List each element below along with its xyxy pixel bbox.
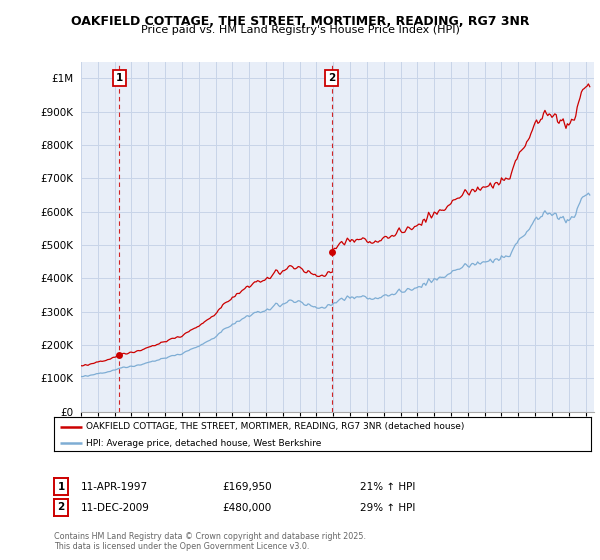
Text: £169,950: £169,950	[222, 482, 272, 492]
Text: £480,000: £480,000	[222, 503, 271, 513]
Text: Contains HM Land Registry data © Crown copyright and database right 2025.
This d: Contains HM Land Registry data © Crown c…	[54, 532, 366, 552]
Text: 1: 1	[58, 482, 65, 492]
Text: 1: 1	[116, 73, 123, 83]
Text: OAKFIELD COTTAGE, THE STREET, MORTIMER, READING, RG7 3NR (detached house): OAKFIELD COTTAGE, THE STREET, MORTIMER, …	[86, 422, 464, 431]
Text: OAKFIELD COTTAGE, THE STREET, MORTIMER, READING, RG7 3NR: OAKFIELD COTTAGE, THE STREET, MORTIMER, …	[71, 15, 529, 27]
Text: Price paid vs. HM Land Registry's House Price Index (HPI): Price paid vs. HM Land Registry's House …	[140, 25, 460, 35]
Text: HPI: Average price, detached house, West Berkshire: HPI: Average price, detached house, West…	[86, 439, 322, 448]
Text: 2: 2	[58, 502, 65, 512]
Text: 2: 2	[328, 73, 335, 83]
Text: 21% ↑ HPI: 21% ↑ HPI	[360, 482, 415, 492]
Text: 11-APR-1997: 11-APR-1997	[81, 482, 148, 492]
Text: 11-DEC-2009: 11-DEC-2009	[81, 503, 150, 513]
Text: 29% ↑ HPI: 29% ↑ HPI	[360, 503, 415, 513]
